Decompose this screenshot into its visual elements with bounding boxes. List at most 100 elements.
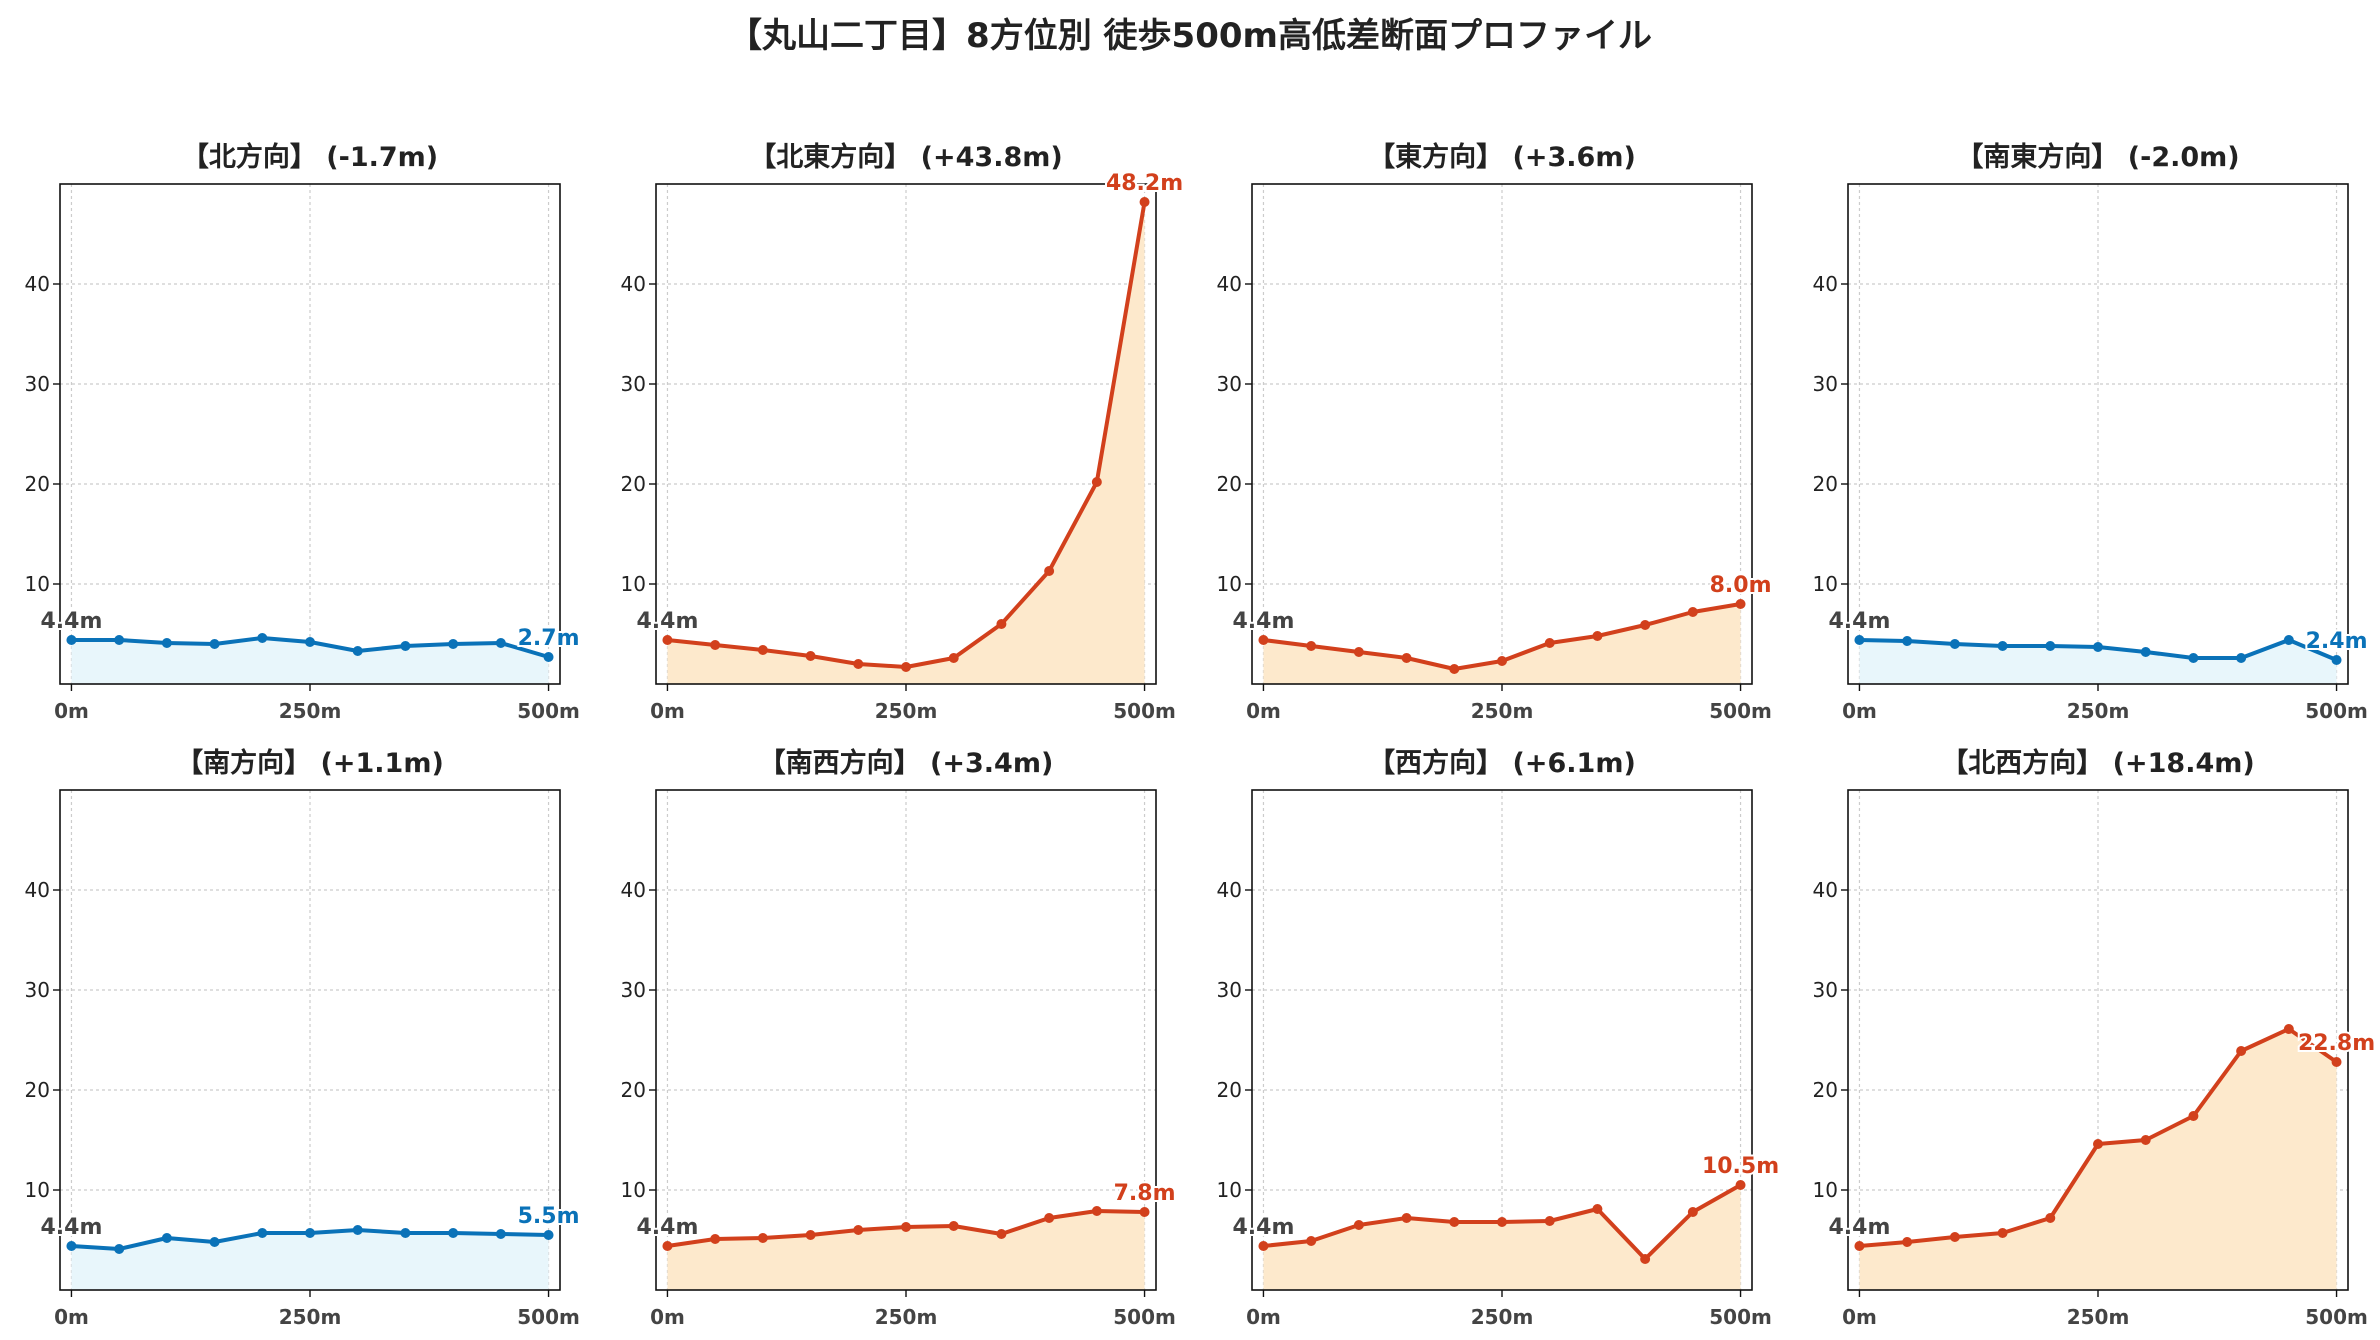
chart-panel: 10 20 30 40 0m 250m 500m 【北東方向】 (+43.8m) 4.4m 48.… bbox=[621, 141, 1186, 723]
data-point bbox=[209, 1237, 220, 1247]
data-point bbox=[1091, 477, 1102, 487]
end-value-label: 2.7m bbox=[518, 626, 580, 651]
x-tick-label: 0m bbox=[1842, 1305, 1877, 1329]
x-tick-label: 250m bbox=[875, 1305, 938, 1329]
end-value-label: 5.5m bbox=[518, 1204, 580, 1229]
x-tick-label: 250m bbox=[1471, 699, 1534, 723]
data-point bbox=[1044, 566, 1055, 576]
y-tick-label: 40 bbox=[621, 272, 646, 296]
data-point bbox=[2188, 653, 2199, 663]
chart-panel: 10 20 30 40 0m 250m 500m 【西方向】 (+6.1m) 4.4m 10.5m bbox=[1217, 747, 1782, 1329]
data-point bbox=[1401, 1213, 1412, 1223]
data-point bbox=[2093, 642, 2103, 652]
y-tick-label: 40 bbox=[1217, 878, 1242, 902]
data-point bbox=[1640, 620, 1651, 630]
data-point bbox=[161, 1233, 172, 1243]
data-point bbox=[305, 637, 315, 647]
data-point bbox=[1735, 599, 1746, 609]
data-point bbox=[2283, 635, 2294, 645]
data-point bbox=[1449, 1217, 1460, 1227]
data-point bbox=[1997, 641, 2008, 651]
panel-title: 【北西方向】 (+18.4m) bbox=[1941, 747, 2254, 779]
data-point bbox=[710, 1234, 721, 1244]
data-point bbox=[114, 1244, 125, 1254]
end-value-label: 8.0m bbox=[1710, 573, 1772, 598]
y-tick-label: 30 bbox=[1217, 372, 1242, 396]
x-tick-label: 250m bbox=[1471, 1305, 1534, 1329]
x-tick-label: 500m bbox=[517, 699, 580, 723]
x-tick-label: 500m bbox=[517, 1305, 580, 1329]
start-value-label: 4.4m bbox=[636, 1215, 698, 1240]
x-tick-label: 500m bbox=[2305, 699, 2368, 723]
data-point bbox=[1258, 635, 1269, 645]
x-tick-label: 500m bbox=[1709, 1305, 1772, 1329]
data-point bbox=[1544, 638, 1555, 648]
end-value-label: 22.8m bbox=[2298, 1031, 2375, 1056]
data-point bbox=[1139, 197, 1150, 207]
data-point bbox=[1306, 1236, 1317, 1246]
data-point bbox=[1044, 1213, 1055, 1223]
data-point bbox=[1592, 631, 1603, 641]
data-point bbox=[1949, 1232, 1960, 1242]
y-tick-label: 30 bbox=[25, 978, 50, 1002]
y-tick-label: 10 bbox=[621, 1178, 646, 1202]
y-tick-label: 10 bbox=[25, 572, 50, 596]
data-point bbox=[448, 639, 459, 649]
data-point bbox=[1497, 656, 1507, 666]
figure-title: 【丸山二丁目】8方位別 徒歩500m高低差断面プロファイル bbox=[728, 16, 1652, 56]
chart-panel: 10 20 30 40 0m 250m 500m 【南東方向】 (-2.0m) 4.4m 2.4m bbox=[1813, 141, 2370, 723]
y-tick-label: 20 bbox=[1813, 1078, 1838, 1102]
x-tick-label: 250m bbox=[2067, 1305, 2130, 1329]
data-point bbox=[1401, 653, 1412, 663]
y-tick-label: 40 bbox=[1813, 878, 1838, 902]
y-tick-label: 30 bbox=[25, 372, 50, 396]
chart-panel: 10 20 30 40 0m 250m 500m 【北西方向】 (+18.4m) 4.4m 22.… bbox=[1813, 747, 2378, 1329]
data-point bbox=[1091, 1206, 1102, 1216]
x-tick-label: 0m bbox=[54, 1305, 89, 1329]
data-point bbox=[1353, 647, 1364, 657]
y-tick-label: 10 bbox=[1813, 572, 1838, 596]
y-tick-label: 30 bbox=[1813, 978, 1838, 1002]
data-point bbox=[352, 646, 363, 656]
data-point bbox=[2283, 1024, 2294, 1034]
start-value-label: 4.4m bbox=[636, 609, 698, 634]
area-fill bbox=[667, 202, 1145, 684]
data-point bbox=[2236, 1046, 2247, 1056]
data-point bbox=[352, 1225, 363, 1235]
panel-title: 【南西方向】 (+3.4m) bbox=[759, 747, 1054, 779]
y-tick-label: 20 bbox=[25, 472, 50, 496]
data-point bbox=[543, 652, 554, 662]
data-point bbox=[495, 1229, 506, 1239]
data-point bbox=[2331, 1057, 2342, 1067]
area-fill bbox=[1263, 1185, 1741, 1290]
data-point bbox=[1139, 1207, 1150, 1217]
data-point bbox=[257, 633, 268, 643]
y-tick-label: 30 bbox=[1813, 372, 1838, 396]
data-point bbox=[2140, 647, 2151, 657]
data-point bbox=[1544, 1216, 1555, 1226]
y-tick-label: 40 bbox=[621, 878, 646, 902]
data-point bbox=[1997, 1228, 2008, 1238]
y-tick-label: 10 bbox=[1217, 1178, 1242, 1202]
area-fill bbox=[667, 1211, 1145, 1290]
data-point bbox=[948, 1221, 959, 1231]
data-point bbox=[805, 651, 816, 661]
data-point bbox=[2140, 1135, 2151, 1145]
data-point bbox=[1687, 607, 1698, 617]
panel-title: 【北方向】 (-1.7m) bbox=[182, 141, 438, 173]
data-point bbox=[543, 1230, 554, 1240]
y-tick-label: 20 bbox=[25, 1078, 50, 1102]
x-tick-label: 0m bbox=[1246, 699, 1281, 723]
data-point bbox=[161, 638, 172, 648]
data-point bbox=[1902, 1237, 1913, 1247]
data-point bbox=[662, 635, 673, 645]
data-point bbox=[1949, 639, 1960, 649]
data-point bbox=[757, 645, 768, 655]
data-point bbox=[805, 1230, 816, 1240]
x-tick-label: 250m bbox=[279, 699, 342, 723]
y-tick-label: 10 bbox=[1217, 572, 1242, 596]
area-fill bbox=[71, 1230, 549, 1290]
x-tick-label: 0m bbox=[1842, 699, 1877, 723]
data-point bbox=[1735, 1180, 1746, 1190]
